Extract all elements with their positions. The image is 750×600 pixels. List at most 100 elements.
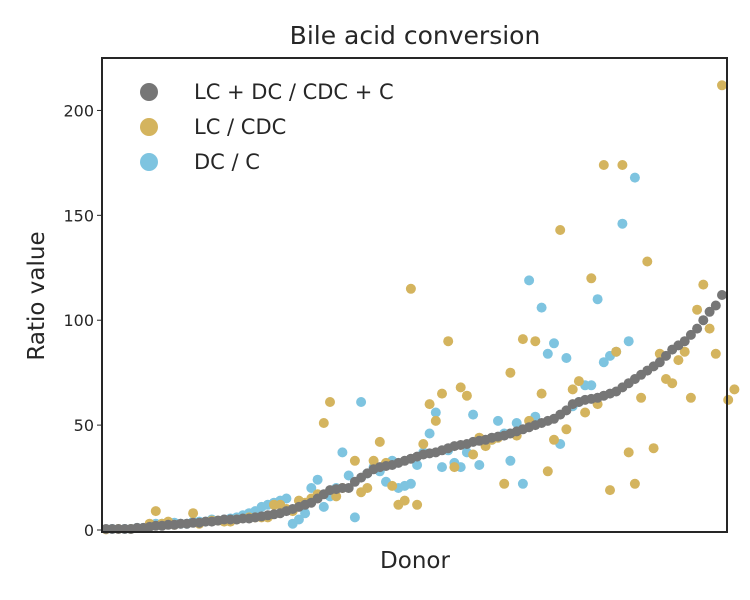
data-point-series-1 xyxy=(717,290,727,300)
data-point-series-2 xyxy=(517,334,528,345)
data-point-series-2 xyxy=(424,399,435,410)
data-point-series-2 xyxy=(636,392,647,403)
data-point-series-2 xyxy=(412,499,423,510)
data-point-series-2 xyxy=(555,225,566,235)
data-point-series-3 xyxy=(405,478,416,489)
data-point-series-1 xyxy=(698,315,709,326)
x-axis-label: Donor xyxy=(380,548,450,574)
data-point-series-3 xyxy=(536,302,547,313)
data-point-series-2 xyxy=(685,392,696,403)
data-point-series-2 xyxy=(468,449,479,460)
data-point-series-3 xyxy=(586,380,597,391)
data-point-series-2 xyxy=(536,388,547,399)
chart-title: Bile acid conversion xyxy=(290,21,541,50)
data-point-series-1 xyxy=(343,483,354,493)
legend-label: LC + DC / CDC + C xyxy=(194,80,394,104)
data-point-series-2 xyxy=(723,394,734,405)
data-point-series-1 xyxy=(710,300,721,311)
data-point-series-2 xyxy=(692,304,703,315)
data-point-series-2 xyxy=(710,348,721,359)
data-point-series-2 xyxy=(437,388,447,399)
data-point-series-3 xyxy=(343,470,354,481)
y-axis: 0 50 100 150 200 xyxy=(63,101,102,540)
data-point-series-2 xyxy=(505,367,516,378)
data-point-series-3 xyxy=(561,353,572,363)
data-point-series-2 xyxy=(573,376,584,387)
data-point-series-3 xyxy=(318,501,329,512)
data-point-series-2 xyxy=(405,283,416,294)
data-point-series-3 xyxy=(281,493,292,504)
data-point-series-2 xyxy=(717,80,727,91)
legend-marker xyxy=(140,153,158,171)
data-point-series-2 xyxy=(549,434,559,445)
plot-frame xyxy=(101,57,728,533)
data-point-series-2 xyxy=(331,491,342,502)
y-axis-label: Ratio value xyxy=(24,231,50,360)
data-point-series-3 xyxy=(412,460,423,470)
data-point-series-3 xyxy=(617,218,628,229)
data-point-series-3 xyxy=(306,483,317,493)
data-point-series-2 xyxy=(648,443,659,454)
data-point-series-1 xyxy=(654,357,665,368)
data-point-series-2 xyxy=(567,384,578,395)
data-point-series-1 xyxy=(679,336,690,347)
data-point-series-3 xyxy=(437,462,447,473)
data-point-series-2 xyxy=(188,508,199,519)
legend-marker xyxy=(140,83,158,101)
data-point-series-3 xyxy=(592,294,603,305)
data-point-series-3 xyxy=(337,447,348,458)
data-point-series-3 xyxy=(349,512,360,523)
data-point-series-3 xyxy=(300,508,311,519)
legend-label: LC / CDC xyxy=(194,115,286,139)
data-point-series-2 xyxy=(698,279,709,290)
data-point-series-2 xyxy=(530,336,541,347)
data-point-series-2 xyxy=(605,485,615,496)
data-point-series-2 xyxy=(150,506,161,517)
legend-label: DC / C xyxy=(194,150,260,174)
plot-points xyxy=(101,80,740,535)
data-point-series-2 xyxy=(368,455,379,466)
data-point-series-2 xyxy=(623,447,634,458)
data-point-series-3 xyxy=(511,418,522,428)
y-tick-label: 200 xyxy=(63,101,94,120)
data-point-series-2 xyxy=(387,480,398,491)
data-point-series-3 xyxy=(424,428,435,439)
data-point-series-2 xyxy=(580,407,591,418)
data-point-series-3 xyxy=(293,514,304,525)
data-point-series-3 xyxy=(629,172,640,183)
data-point-series-2 xyxy=(598,160,609,170)
data-point-series-2 xyxy=(729,384,740,395)
data-point-series-1 xyxy=(692,323,703,334)
data-point-series-2 xyxy=(561,424,572,435)
data-point-series-2 xyxy=(362,483,373,493)
data-point-series-2 xyxy=(418,439,429,449)
data-point-series-3 xyxy=(312,474,323,485)
data-point-series-3 xyxy=(524,275,535,286)
data-point-series-1 xyxy=(704,306,715,317)
data-point-series-2 xyxy=(611,346,622,357)
data-point-series-3 xyxy=(356,397,367,407)
data-point-series-1 xyxy=(685,329,696,340)
data-point-series-3 xyxy=(474,460,485,470)
data-point-series-2 xyxy=(461,390,472,401)
data-point-series-2 xyxy=(629,478,640,489)
y-tick-label: 0 xyxy=(84,521,94,540)
data-point-series-2 xyxy=(430,415,441,426)
data-point-series-3 xyxy=(493,415,503,426)
data-point-series-2 xyxy=(374,436,385,447)
data-point-series-2 xyxy=(679,346,690,357)
data-point-series-2 xyxy=(667,378,678,389)
data-point-series-2 xyxy=(349,455,360,466)
data-point-series-2 xyxy=(499,478,510,489)
data-point-series-2 xyxy=(617,160,628,170)
data-point-series-3 xyxy=(598,357,609,368)
data-point-series-1 xyxy=(561,405,572,416)
data-point-series-3 xyxy=(542,348,553,359)
data-point-series-2 xyxy=(325,397,335,407)
data-point-series-2 xyxy=(704,323,715,334)
y-tick-label: 100 xyxy=(63,311,94,330)
legend: LC + DC / CDC + C LC / CDC DC / C xyxy=(140,80,394,174)
data-point-series-2 xyxy=(586,273,597,284)
data-point-series-3 xyxy=(505,455,516,466)
data-point-series-3 xyxy=(517,478,528,489)
